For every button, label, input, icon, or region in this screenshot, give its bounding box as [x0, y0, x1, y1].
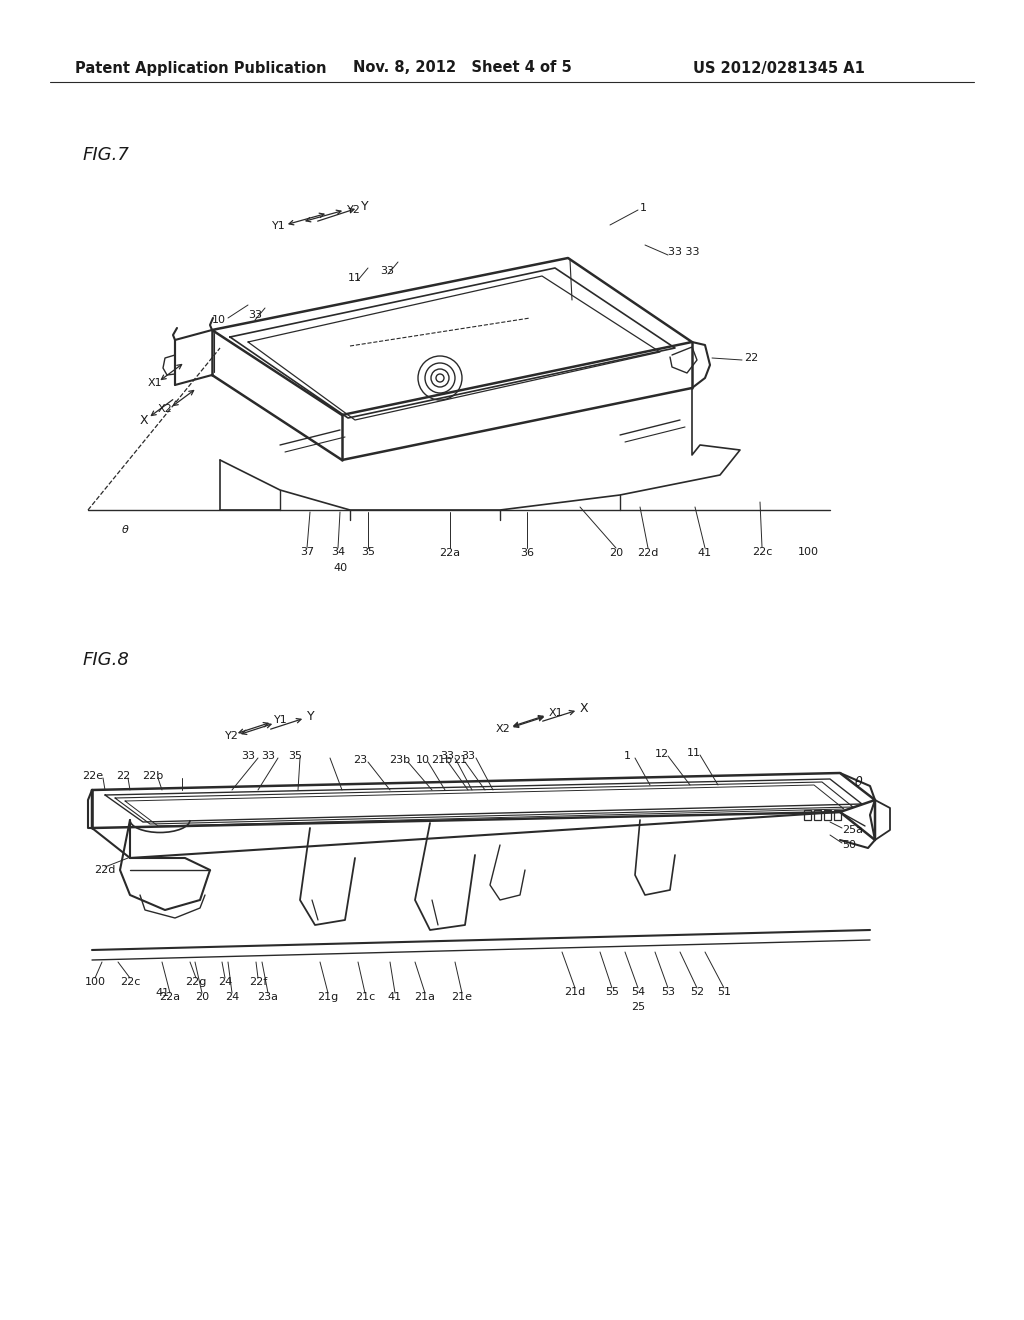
Text: Y1: Y1 — [274, 715, 288, 725]
Text: 35: 35 — [361, 546, 375, 557]
Text: 22a: 22a — [439, 548, 461, 558]
Text: 33: 33 — [380, 267, 394, 276]
Text: 36: 36 — [520, 548, 534, 558]
Text: 53: 53 — [662, 987, 675, 997]
Text: 1: 1 — [624, 751, 631, 762]
Text: FIG.8: FIG.8 — [83, 651, 130, 669]
Text: 51: 51 — [717, 987, 731, 997]
Text: 37: 37 — [300, 546, 314, 557]
Text: 10: 10 — [212, 315, 226, 325]
Text: 24: 24 — [218, 977, 232, 987]
Bar — [834, 810, 841, 820]
Text: 12: 12 — [655, 748, 669, 759]
Bar — [824, 810, 831, 820]
Text: 33: 33 — [461, 751, 475, 762]
Text: θ: θ — [122, 525, 129, 535]
Bar — [804, 810, 811, 820]
Text: 21: 21 — [453, 755, 467, 766]
Text: 50: 50 — [842, 840, 856, 850]
Text: 20: 20 — [195, 993, 209, 1002]
Text: 23b: 23b — [389, 755, 411, 766]
Text: 11: 11 — [348, 273, 362, 282]
Text: 11: 11 — [687, 748, 701, 758]
Text: FIG.7: FIG.7 — [83, 147, 130, 164]
Text: 21c: 21c — [355, 993, 375, 1002]
Text: US 2012/0281345 A1: US 2012/0281345 A1 — [693, 61, 865, 75]
Text: 23a: 23a — [257, 993, 279, 1002]
Text: 21g: 21g — [317, 993, 339, 1002]
Text: 33: 33 — [440, 751, 454, 762]
Text: 33: 33 — [261, 751, 275, 762]
Text: X1: X1 — [148, 378, 163, 388]
Text: 22d: 22d — [94, 865, 116, 875]
Text: 41: 41 — [388, 993, 402, 1002]
Text: 22f: 22f — [249, 977, 267, 987]
Text: 54: 54 — [631, 987, 645, 997]
Text: 100: 100 — [798, 546, 818, 557]
Text: 22a: 22a — [160, 993, 180, 1002]
Text: 23: 23 — [353, 755, 367, 766]
Text: X2: X2 — [158, 404, 173, 414]
Text: 22b: 22b — [142, 771, 164, 781]
Text: 10: 10 — [416, 755, 430, 766]
Text: X: X — [580, 701, 589, 714]
Text: 21b: 21b — [431, 755, 453, 766]
Text: 34: 34 — [331, 546, 345, 557]
Text: 52: 52 — [690, 987, 705, 997]
Text: 25a: 25a — [842, 825, 863, 836]
Text: 41: 41 — [156, 987, 170, 998]
Text: 25: 25 — [631, 1002, 645, 1012]
Text: 55: 55 — [605, 987, 618, 997]
Text: X: X — [140, 413, 148, 426]
Text: 1: 1 — [640, 203, 647, 213]
Text: Nov. 8, 2012   Sheet 4 of 5: Nov. 8, 2012 Sheet 4 of 5 — [353, 61, 571, 75]
Text: 33 33: 33 33 — [668, 247, 699, 257]
Text: 21a: 21a — [415, 993, 435, 1002]
Text: 22g: 22g — [185, 977, 207, 987]
Text: 33: 33 — [241, 751, 255, 762]
Text: Y1: Y1 — [272, 220, 286, 231]
Text: 100: 100 — [85, 977, 105, 987]
Text: Y2: Y2 — [225, 731, 239, 741]
Text: θ: θ — [855, 776, 862, 788]
Text: X1: X1 — [549, 708, 563, 718]
Text: 41: 41 — [698, 548, 712, 558]
Text: 21d: 21d — [564, 987, 586, 997]
Text: 22d: 22d — [637, 548, 658, 558]
Text: Y: Y — [361, 199, 369, 213]
Text: Patent Application Publication: Patent Application Publication — [75, 61, 327, 75]
Text: Y: Y — [307, 710, 314, 722]
Text: 22c: 22c — [752, 546, 772, 557]
Text: Y2: Y2 — [347, 205, 360, 215]
Text: 33: 33 — [248, 310, 262, 319]
Bar — [814, 810, 821, 820]
Text: 24: 24 — [225, 993, 240, 1002]
Text: 22c: 22c — [120, 977, 140, 987]
Text: 22: 22 — [744, 352, 758, 363]
Text: 22: 22 — [116, 771, 130, 781]
Text: 40: 40 — [333, 564, 347, 573]
Text: 20: 20 — [609, 548, 623, 558]
Text: 21e: 21e — [452, 993, 472, 1002]
Text: 35: 35 — [288, 751, 302, 762]
Text: 22e: 22e — [83, 771, 103, 781]
Text: X2: X2 — [496, 723, 511, 734]
